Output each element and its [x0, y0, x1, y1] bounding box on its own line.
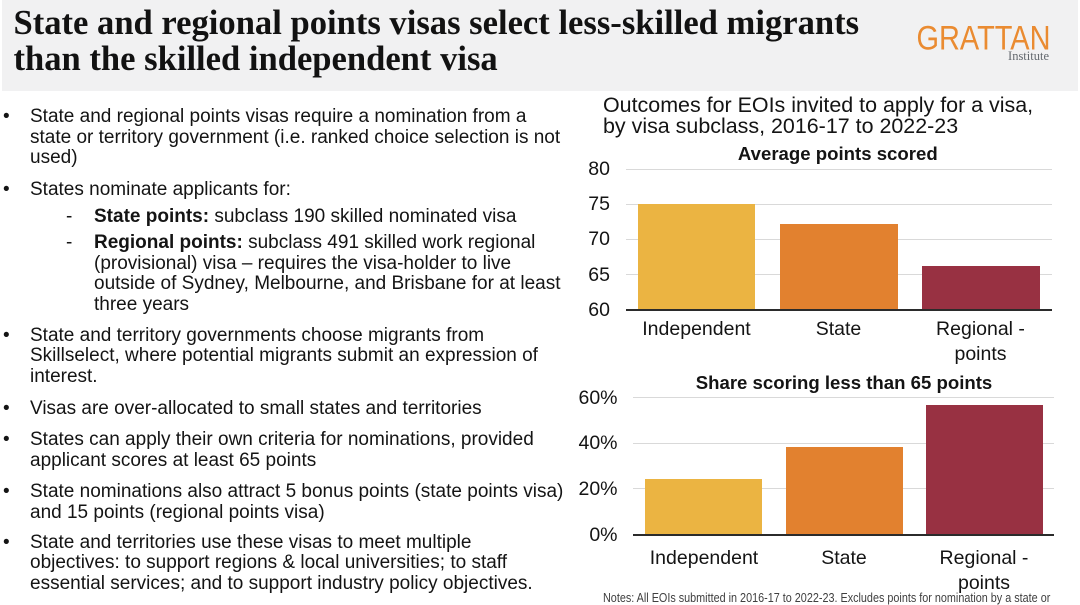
svg-text:GRATTAN: GRATTAN — [917, 24, 1051, 58]
svg-text:Institute: Institute — [1008, 49, 1049, 63]
